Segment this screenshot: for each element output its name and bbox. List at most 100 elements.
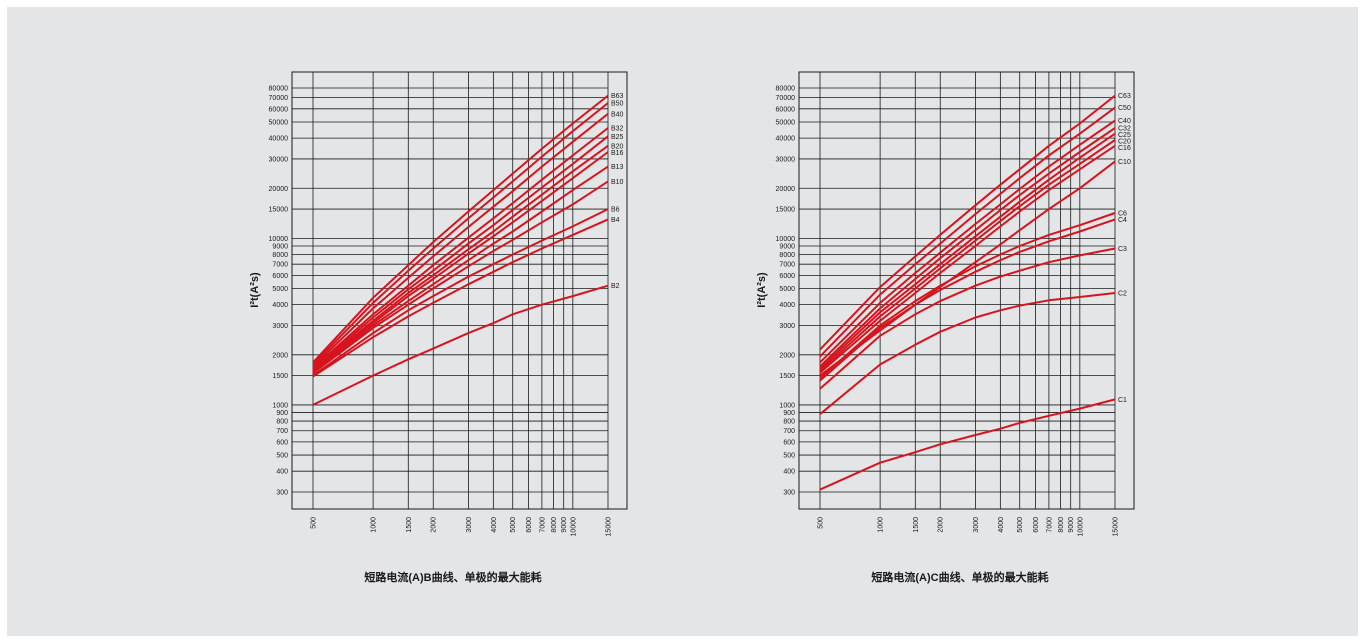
x-tick-label: 10000: [570, 517, 577, 537]
y-tick-label: 800: [783, 419, 795, 426]
series-label-b40: B40: [611, 111, 624, 118]
series-label-c32: C32: [1118, 126, 1131, 133]
x-tick-label: 1000: [371, 517, 378, 533]
series-line-c2: [819, 292, 1116, 415]
series-line-b32: [312, 127, 609, 370]
y-tick-label: 2000: [272, 352, 288, 359]
y-tick-label: 60000: [776, 106, 796, 113]
x-tick-label: 7000: [1046, 517, 1053, 533]
series-label-c4: C4: [1118, 217, 1127, 224]
y-tick-label: 1000: [779, 402, 795, 409]
series-line-b25: [312, 135, 609, 370]
series-label-c20: C20: [1118, 139, 1131, 146]
y-tick-label: 800: [276, 419, 288, 426]
x-tick-label: 3000: [973, 517, 980, 533]
y-tick-label: 300: [276, 490, 288, 497]
y-tick-label: 30000: [776, 156, 796, 163]
series-label-b10: B10: [611, 179, 624, 186]
y-axis-label: I²t(A²s): [249, 272, 261, 308]
series-line-c25: [819, 132, 1116, 370]
series-line-c32: [819, 127, 1116, 368]
chart-b-curve: 3004005006007008009001000150020003000400…: [249, 71, 628, 584]
series-label-c50: C50: [1118, 105, 1131, 112]
x-tick-label: 15000: [606, 517, 613, 537]
series-label-b4: B4: [611, 217, 620, 224]
y-tick-label: 1000: [272, 402, 288, 409]
series-label-b63: B63: [611, 93, 624, 100]
series-label-c6: C6: [1118, 211, 1127, 218]
y-tick-label: 80000: [776, 86, 796, 93]
series-line-c6: [819, 212, 1116, 379]
series-line-c20: [819, 139, 1116, 372]
series-line-c4: [819, 218, 1116, 382]
series-line-c1: [819, 398, 1116, 491]
series-label-b25: B25: [611, 134, 624, 141]
y-tick-label: 30000: [269, 156, 289, 163]
y-tick-label: 3000: [779, 323, 795, 330]
x-tick-label: 7000: [539, 517, 546, 533]
figure-panel: 300 400 500 600 700 800 900 1000 1500 2000 3000 400…: [7, 7, 1358, 636]
chart-caption: 短路电流(A)C曲线、单极的最大能耗: [871, 570, 1048, 584]
y-tick-label: 8000: [272, 252, 288, 259]
y-tick-label: 400: [783, 469, 795, 476]
y-tick-label: 5000: [272, 286, 288, 293]
series-label-c10: C10: [1118, 159, 1131, 166]
chart-c-curve: 3004005006007008009001000150020003000400…: [756, 71, 1135, 584]
series-label-c3: C3: [1118, 246, 1127, 253]
series-line-b13: [312, 165, 609, 373]
y-tick-label: 3000: [272, 323, 288, 330]
y-tick-label: 80000: [269, 86, 289, 93]
series-line-c10: [819, 160, 1116, 377]
x-tick-label: 8000: [1058, 517, 1065, 533]
y-tick-label: 900: [276, 410, 288, 417]
y-tick-label: 9000: [779, 244, 795, 251]
y-tick-label: 40000: [776, 136, 796, 143]
y-tick-label: 20000: [776, 186, 796, 193]
x-tick-label: 9000: [1068, 517, 1075, 533]
y-tick-label: 400: [276, 469, 288, 476]
y-tick-label: 500: [276, 453, 288, 460]
x-tick-label: 2000: [431, 517, 438, 533]
series-line-c63: [819, 94, 1116, 351]
x-tick-label: 6000: [1033, 517, 1040, 533]
series-line-b40: [312, 113, 609, 368]
x-tick-label: 15000: [1113, 517, 1120, 537]
series-line-b4: [312, 218, 609, 378]
x-tick-label: 8000: [551, 517, 558, 533]
y-tick-label: 15000: [776, 207, 796, 214]
series-label-c1: C1: [1118, 397, 1127, 404]
y-tick-label: 7000: [779, 262, 795, 269]
y-tick-label: 300: [783, 490, 795, 497]
series-line-c16: [819, 144, 1116, 374]
y-tick-label: 700: [783, 428, 795, 435]
y-tick-label: 60000: [269, 106, 289, 113]
x-tick-label: 1500: [913, 517, 920, 533]
y-tick-label: 700: [276, 428, 288, 435]
y-tick-label: 15000: [269, 207, 289, 214]
series-label-c40: C40: [1118, 118, 1131, 125]
series-label-c25: C25: [1118, 132, 1131, 139]
x-tick-label: 500: [818, 517, 825, 529]
y-tick-label: 10000: [776, 236, 796, 243]
y-axis-label: I²t(A²s): [756, 272, 768, 308]
series-line-b16: [312, 151, 609, 372]
series-lines: [819, 94, 1116, 491]
series-label-b2: B2: [611, 283, 620, 290]
x-tick-label: 2000: [938, 517, 945, 533]
series-label-b50: B50: [611, 101, 624, 108]
y-tick-label: 8000: [779, 252, 795, 259]
series-label-b20: B20: [611, 143, 624, 150]
series-line-b63: [312, 94, 609, 364]
x-tick-label: 4000: [491, 517, 498, 533]
series-line-c40: [819, 119, 1116, 364]
chart-caption: 短路电流(A)B曲线、单极的最大能耗: [364, 570, 541, 584]
y-tick-label: 1500: [272, 373, 288, 380]
x-tick-label: 5000: [1017, 517, 1024, 533]
series-lines: [312, 94, 609, 406]
y-tick-label: 50000: [776, 119, 796, 126]
y-tick-label: 9000: [272, 244, 288, 251]
series-line-b20: [312, 144, 609, 371]
y-tick-label: 6000: [779, 273, 795, 280]
x-tick-label: 1000: [878, 517, 885, 533]
y-tick-label: 7000: [272, 262, 288, 269]
